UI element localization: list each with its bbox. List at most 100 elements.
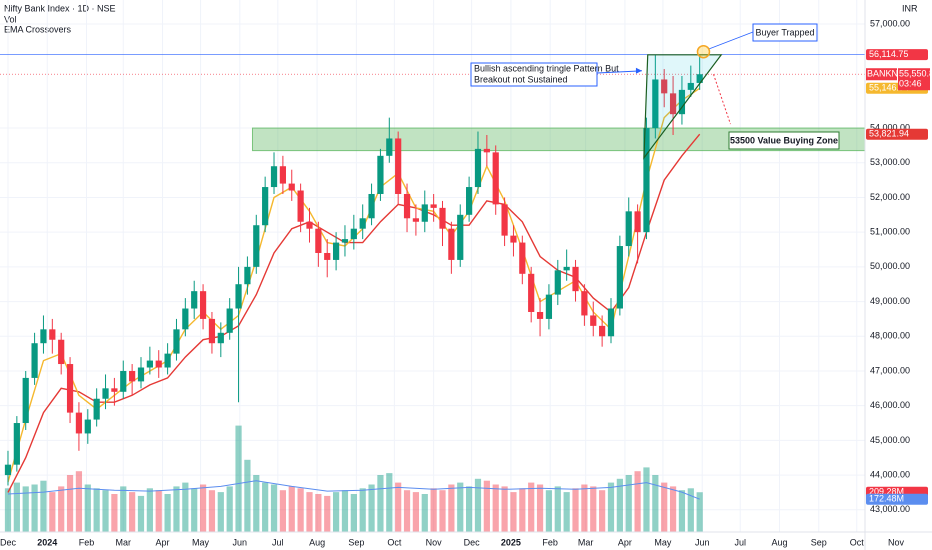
candle-body bbox=[191, 291, 198, 309]
candle-body bbox=[528, 273, 535, 312]
callout-box bbox=[752, 23, 818, 42]
candle-body bbox=[288, 183, 295, 191]
candle-body bbox=[625, 211, 632, 247]
volume-bar bbox=[4, 488, 12, 532]
price-marker-label: 55,146.74 bbox=[869, 83, 909, 93]
volume-bar bbox=[288, 486, 295, 532]
y-tick-label: 48,000.00 bbox=[870, 331, 910, 341]
candle-body bbox=[31, 343, 38, 378]
candle-body bbox=[519, 242, 526, 274]
x-tick-label: Oct bbox=[387, 537, 402, 547]
volume-bar bbox=[164, 494, 171, 532]
volume-bar bbox=[49, 492, 56, 532]
volume-bar bbox=[377, 475, 384, 532]
candle-body bbox=[173, 329, 180, 354]
legend-vol: Vol bbox=[4, 14, 17, 24]
volume-bar bbox=[146, 488, 153, 532]
x-tick-label: 2025 bbox=[501, 537, 521, 547]
volume-bar bbox=[510, 492, 517, 532]
volume-bar bbox=[306, 492, 313, 532]
x-tick-label: Jul bbox=[734, 537, 746, 547]
volume-bar bbox=[66, 475, 74, 532]
x-tick-label: Nov bbox=[426, 537, 443, 547]
down-arrow bbox=[713, 74, 731, 125]
candle-body bbox=[324, 252, 331, 260]
x-tick-label: Mar bbox=[578, 537, 594, 547]
x-tick-label: Feb bbox=[79, 537, 95, 547]
candle-body bbox=[616, 246, 623, 309]
volume-bar bbox=[208, 490, 216, 532]
volume-bar bbox=[341, 490, 349, 532]
candle-body bbox=[137, 367, 145, 382]
volume-bar bbox=[554, 486, 561, 532]
y-tick-label: 47,000.00 bbox=[870, 365, 910, 375]
candle-body bbox=[155, 360, 162, 368]
candle-body bbox=[474, 148, 482, 188]
volume-bar bbox=[519, 488, 526, 532]
volume-bar bbox=[84, 484, 91, 532]
volume-bar bbox=[58, 486, 65, 532]
candle-body bbox=[581, 291, 588, 316]
volume-bar bbox=[678, 490, 686, 532]
volume-bar bbox=[155, 490, 162, 532]
volume-bar bbox=[75, 471, 83, 532]
x-tick-label: Feb bbox=[542, 537, 558, 547]
candle-body bbox=[483, 148, 490, 153]
chart-title: Nifty Bank Index · 1D · NSE bbox=[4, 3, 116, 13]
x-tick-label: Dec bbox=[0, 537, 16, 547]
volume-bar bbox=[661, 482, 668, 532]
x-tick-label: Jun bbox=[233, 537, 248, 547]
candle-body bbox=[306, 221, 313, 229]
y-tick-label: 44,000.00 bbox=[870, 469, 910, 479]
volume-bar bbox=[40, 480, 47, 532]
volume-bar bbox=[359, 488, 366, 532]
x-tick-label: Sep bbox=[348, 537, 364, 547]
volume-bar bbox=[501, 486, 508, 532]
volume-bar bbox=[386, 473, 393, 532]
volume-bar bbox=[492, 484, 499, 532]
note-arrow-head bbox=[635, 67, 642, 74]
y-tick-label: 43,000.00 bbox=[870, 504, 910, 514]
candle-body bbox=[545, 294, 553, 319]
candle-body bbox=[599, 325, 606, 337]
volume-bar bbox=[173, 486, 180, 532]
candle-body bbox=[634, 211, 641, 233]
candle-body bbox=[563, 266, 570, 271]
volume-bar bbox=[13, 482, 20, 532]
candle-body bbox=[66, 364, 74, 413]
y-tick-label: 45,000.00 bbox=[870, 435, 910, 445]
candle-body bbox=[332, 242, 340, 260]
x-tick-label: 2024 bbox=[37, 537, 57, 547]
candle-body bbox=[102, 388, 109, 399]
candle-body bbox=[111, 388, 118, 392]
candle-body bbox=[492, 152, 499, 205]
price-marker bbox=[866, 49, 928, 61]
volume-bar bbox=[111, 494, 118, 532]
note-text: Breakout not Sustained bbox=[474, 74, 568, 84]
candle-body bbox=[687, 82, 694, 90]
candle-body bbox=[22, 377, 29, 424]
volume-bar bbox=[483, 480, 490, 532]
y-tick-label: 46,000.00 bbox=[870, 400, 910, 410]
volume-bar bbox=[22, 486, 29, 532]
volume-bar bbox=[528, 482, 535, 532]
legend-ema: EMA Crossovers bbox=[4, 24, 72, 34]
current-price-marker bbox=[898, 68, 930, 91]
volume-bar bbox=[315, 494, 322, 532]
candle-body bbox=[297, 190, 304, 222]
candle-body bbox=[669, 93, 677, 115]
volume-bar bbox=[368, 484, 375, 532]
note-box bbox=[470, 62, 598, 87]
volume-bar bbox=[93, 488, 100, 532]
candle-body bbox=[368, 193, 375, 219]
candle-body bbox=[279, 166, 286, 184]
candle-body bbox=[412, 218, 420, 222]
volume-bar bbox=[226, 486, 233, 532]
volume-bar bbox=[652, 475, 659, 532]
x-tick-label: May bbox=[192, 537, 210, 547]
candle-body bbox=[253, 225, 260, 267]
candle-body bbox=[403, 193, 411, 219]
volume-bar bbox=[607, 482, 615, 532]
volume-bar bbox=[217, 492, 224, 532]
